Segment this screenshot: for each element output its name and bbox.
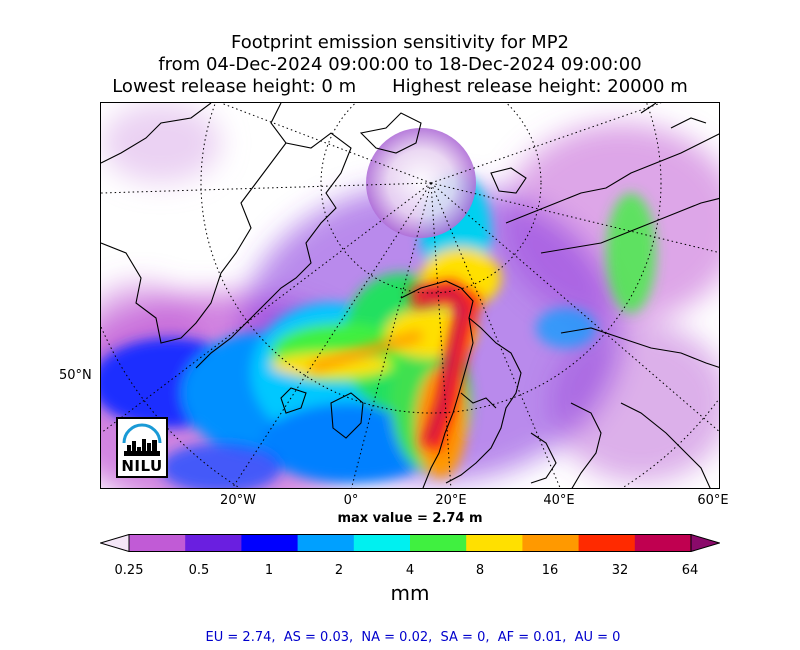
colorbar-tick-label: 32 — [611, 563, 629, 578]
longitude-label-20w: 20°W — [220, 493, 256, 508]
colorbar-segment — [466, 534, 523, 552]
colorbar-segment — [185, 534, 242, 552]
colorbar-segment — [129, 534, 186, 552]
colorbar-segments — [100, 534, 720, 552]
longitude-label-40e: 40°E — [543, 493, 575, 508]
colorbar-tick-label: 8 — [475, 563, 485, 578]
colorbar-tick-label: 2 — [334, 563, 344, 578]
colorbar-outline — [128, 534, 692, 552]
colorbar-segment — [578, 534, 636, 552]
colorbar-tick-label: 64 — [681, 563, 699, 578]
footprint-map-graphic — [101, 103, 719, 488]
map-title: Footprint emission sensitivity for MP2 — [230, 32, 569, 53]
nilu-logo-text: NILU — [121, 457, 163, 475]
nilu-logo-graphic — [122, 423, 162, 456]
map-time-range: from 04-Dec-2024 09:00:00 to 18-Dec-2024… — [158, 54, 642, 75]
nilu-logo: NILU — [116, 417, 168, 478]
sensitivity-field — [101, 103, 719, 488]
longitude-label-60e: 60°E — [697, 493, 729, 508]
region-summary: EU = 2.74, AS = 0.03, NA = 0.02, SA = 0,… — [205, 630, 621, 645]
graticule — [101, 103, 719, 488]
colorbar-segment — [522, 534, 580, 552]
colorbar-tick-label: 0.25 — [114, 563, 144, 578]
colorbar-tick-label: 0.5 — [188, 563, 210, 578]
colorbar-tick-label: 16 — [541, 563, 559, 578]
release-heights: Lowest release height: 0 m Highest releas… — [0, 76, 800, 98]
colorbar-extend-low — [100, 534, 129, 552]
colorbar-segment — [297, 534, 355, 552]
footprint-map — [100, 102, 720, 489]
colorbar-segment — [241, 534, 299, 552]
colorbar-tick-label: 4 — [405, 563, 415, 578]
colorbar-unit: mm — [390, 581, 430, 605]
colorbar-segment — [353, 534, 411, 552]
longitude-label-0: 0° — [343, 493, 359, 508]
colorbar-tick-label: 1 — [264, 563, 274, 578]
max-value-label: max value = 2.74 m — [337, 511, 483, 526]
longitude-label-20e: 20°E — [435, 493, 467, 508]
colorbar-extend-high — [691, 534, 720, 552]
highest-release-height: Highest release height: 20000 m — [392, 76, 688, 97]
colorbar — [100, 534, 720, 552]
colorbar-segment — [634, 534, 692, 552]
colorbar-segment — [410, 534, 467, 552]
lowest-release-height: Lowest release height: 0 m — [112, 76, 357, 97]
latitude-label-50n: 50°N — [59, 368, 92, 383]
